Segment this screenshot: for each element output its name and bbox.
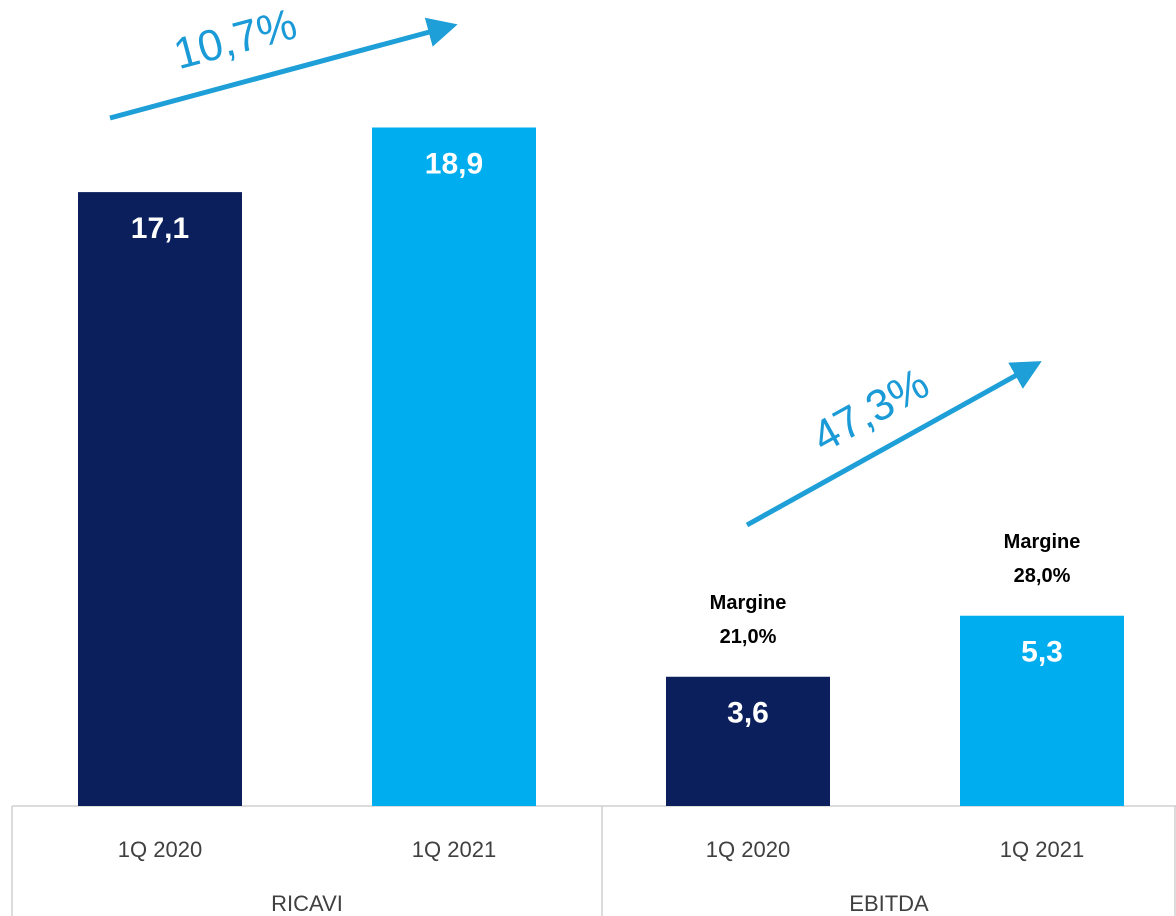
value-label: 17,1 [131, 212, 189, 245]
value-label: 18,9 [425, 147, 483, 180]
margin-label: Margine [1004, 531, 1081, 553]
x-tick-label: 1Q 2021 [412, 837, 496, 862]
margin-value: 28,0% [1014, 565, 1071, 587]
margin-value: 21,0% [720, 626, 777, 648]
growth-arrow [745, 361, 1042, 528]
growth-label: 10,7% [169, 0, 302, 79]
margin-label: Margine [710, 592, 787, 614]
bar [960, 615, 1124, 806]
bar [666, 676, 830, 806]
value-label: 3,6 [727, 697, 769, 730]
value-label: 5,3 [1021, 636, 1063, 669]
bar [372, 127, 536, 807]
group-label: EBITDA [849, 891, 929, 916]
x-tick-label: 1Q 2020 [118, 837, 202, 862]
x-tick-label: 1Q 2021 [1000, 837, 1084, 862]
growth-label: 47,3% [804, 359, 937, 462]
growth-arrow [109, 17, 458, 121]
x-tick-label: 1Q 2020 [706, 837, 790, 862]
bar [78, 192, 242, 807]
group-label: RICAVI [271, 891, 343, 916]
